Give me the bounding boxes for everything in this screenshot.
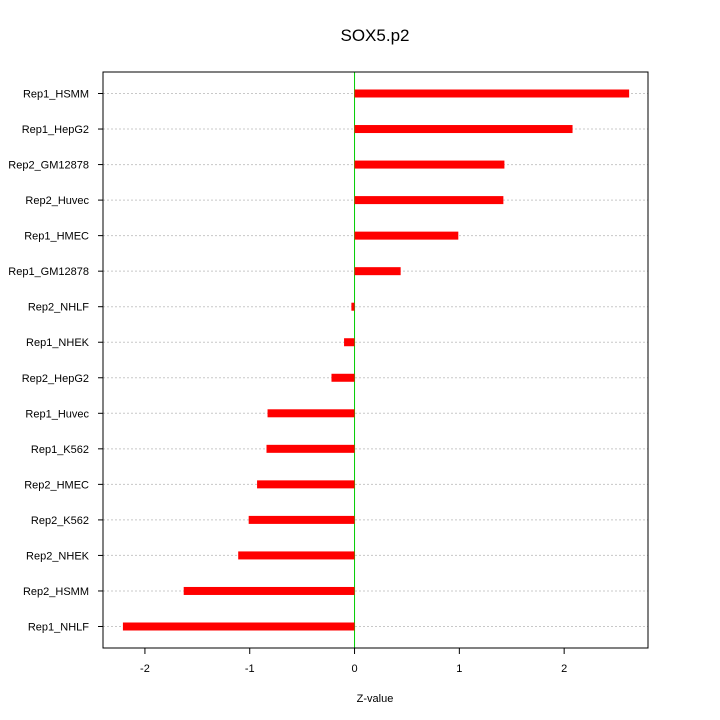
y-tick-label: Rep1_GM12878 <box>8 266 89 278</box>
bar <box>257 480 355 489</box>
bar <box>354 89 630 98</box>
x-tick-label: 1 <box>456 663 462 675</box>
bar <box>248 515 355 524</box>
x-tick-label: -1 <box>245 663 255 675</box>
bar <box>122 622 355 631</box>
y-tick-label: Rep2_NHLF <box>28 302 89 314</box>
y-tick-label: Rep1_Huvec <box>25 408 89 420</box>
y-tick-label: Rep2_HepG2 <box>22 373 89 385</box>
bar <box>183 586 355 595</box>
bar <box>267 409 355 418</box>
bar <box>238 551 355 560</box>
y-tick-label: Rep2_K562 <box>31 515 89 527</box>
bar <box>331 373 355 382</box>
x-tick-label: 0 <box>351 663 357 675</box>
y-tick-label: Rep1_HMEC <box>24 231 89 243</box>
y-tick-label: Rep2_GM12878 <box>8 160 89 172</box>
bar <box>354 160 505 169</box>
x-axis: -2 -1 0 1 2 <box>140 648 567 675</box>
y-tick-label: Rep2_HSMM <box>23 586 89 598</box>
bar <box>354 125 573 134</box>
y-axis: Rep1_HSMM Rep1_HepG2 Rep2_GM12878 Rep2_Huve… <box>8 89 103 634</box>
y-tick-label: Rep2_HMEC <box>24 479 89 491</box>
y-tick-label: Rep2_NHEK <box>26 550 90 562</box>
y-tick-label: Rep1_NHLF <box>28 622 89 634</box>
bar <box>354 231 459 240</box>
y-tick-label: Rep1_NHEK <box>26 337 90 349</box>
bar <box>354 196 504 205</box>
bars <box>122 89 630 631</box>
bar <box>354 267 401 276</box>
bar <box>344 338 355 347</box>
grid-lines <box>103 93 648 627</box>
y-tick-label: Rep1_K562 <box>31 444 89 456</box>
bar <box>351 302 355 311</box>
x-axis-label: Z-value <box>357 693 394 705</box>
x-tick-label: -2 <box>140 663 150 675</box>
y-tick-label: Rep1_HepG2 <box>22 124 89 136</box>
y-tick-label: Rep1_HSMM <box>23 89 89 101</box>
y-tick-label: Rep2_Huvec <box>25 195 89 207</box>
bar <box>266 444 355 453</box>
plot-frame <box>102 71 649 649</box>
chart-title: SOX5.p2 <box>341 26 410 45</box>
x-tick-label: 2 <box>561 663 567 675</box>
